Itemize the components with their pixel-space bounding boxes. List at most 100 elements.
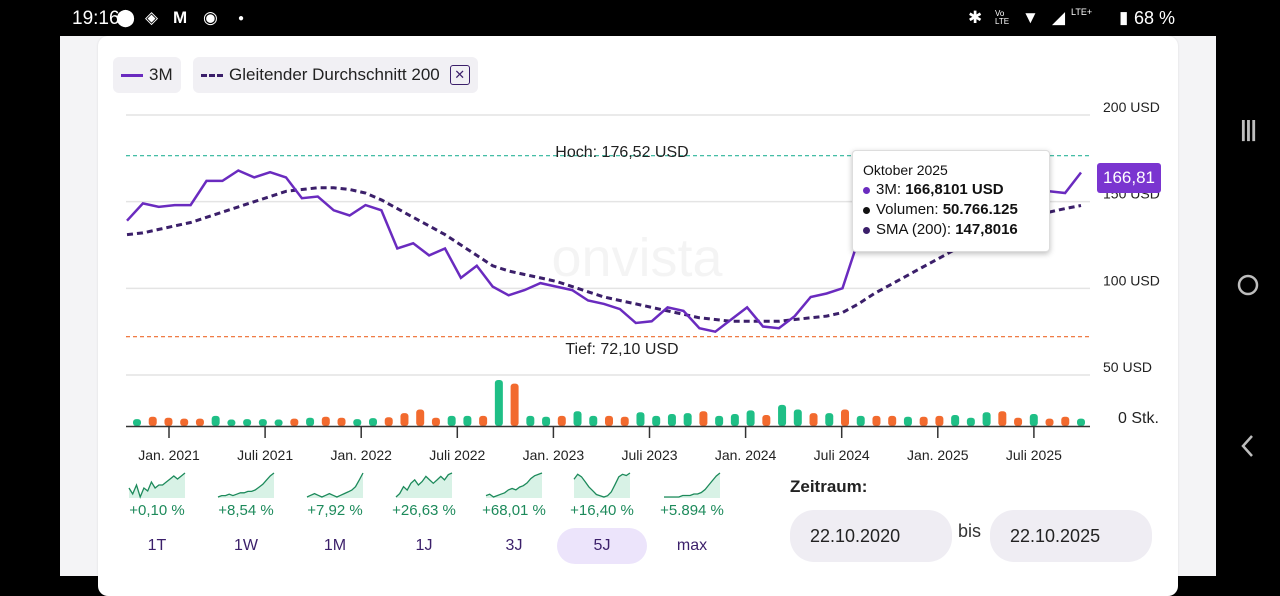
battery-percentage: 68 % [1134, 8, 1176, 28]
x-tick-label: Jan. 2021 [138, 447, 200, 463]
network-type: LTE+ [1071, 7, 1093, 17]
battery-icon: ▮ [1119, 8, 1129, 27]
price-point [301, 197, 303, 199]
legend-label-sma: Gleitender Durchschnitt 200 [229, 65, 440, 84]
price-point [651, 320, 653, 322]
status-time: 19:16 [72, 8, 120, 29]
x-tick-label: Juli 2025 [1006, 447, 1062, 463]
tooltip-row-volume: Volumen: 50.766.125 [863, 201, 1018, 218]
price-point [158, 206, 160, 208]
price-point [778, 327, 780, 329]
chart-card [98, 36, 1178, 596]
bluetooth-icon: ✱ [968, 8, 983, 27]
price-point [539, 282, 541, 284]
close-icon[interactable]: ✕ [449, 65, 470, 85]
low-label: Tief: 72,10 USD [565, 341, 678, 358]
price-point [142, 202, 144, 204]
price-point [348, 214, 350, 216]
price-point [174, 204, 176, 206]
x-tick-label: Juli 2024 [814, 447, 870, 463]
price-point [571, 289, 573, 291]
volume-bar [573, 411, 582, 426]
x-tick-label: Jan. 2025 [907, 447, 969, 463]
range-button-3J[interactable]: 3J [505, 537, 523, 554]
sparkline-area [396, 473, 452, 498]
volume-bar [1014, 417, 1023, 426]
price-point [698, 327, 700, 329]
legend-chip-3m[interactable]: 3M [113, 57, 181, 93]
price-point [1064, 192, 1066, 194]
range-button-1W[interactable]: 1W [234, 537, 258, 554]
range-button-1J[interactable]: 1J [415, 537, 433, 554]
date-from-field[interactable]: 22.10.2020 [790, 510, 952, 562]
price-point [317, 195, 319, 197]
recent-apps-button[interactable]: ||| [1240, 116, 1256, 141]
volume-bar [164, 417, 173, 426]
volume-bar [1029, 414, 1038, 426]
volume-bar [856, 415, 865, 426]
home-icon [1237, 274, 1259, 296]
x-tick-label: Jan. 2024 [715, 447, 777, 463]
price-point [682, 310, 684, 312]
sparkline-area [574, 473, 630, 498]
volume-bar [227, 419, 236, 426]
volume-bar [416, 409, 425, 426]
tooltip-volume-value: 50.766.125 [942, 201, 1018, 218]
volume-bar [274, 419, 283, 426]
volume-bar [888, 415, 897, 426]
bis-label: bis [958, 521, 982, 541]
price-point [444, 247, 446, 249]
volume-bar [762, 414, 771, 426]
price-point [810, 296, 812, 298]
back-button[interactable] [1216, 433, 1280, 464]
volume-bar [306, 417, 315, 426]
price-point [380, 209, 382, 211]
range-change-max: +5.894 % [660, 502, 724, 519]
volume-bar [463, 415, 472, 426]
current-price-badge: 166,81 [1097, 163, 1161, 193]
volume-bar [133, 419, 141, 426]
price-point [269, 171, 271, 173]
volume-bar [290, 418, 299, 426]
bmw-icon: ◉ [203, 8, 218, 27]
range-change-1W: +8,54 % [218, 502, 274, 519]
volume-bar [526, 415, 535, 426]
price-chart[interactable]: onvista Hoch: 176,52 USD Tief: 72,10 USD… [0, 0, 1216, 576]
range-button-max[interactable]: max [676, 537, 708, 554]
price-point [205, 180, 207, 182]
volume-bar [809, 413, 818, 426]
volume-bar [211, 415, 220, 426]
x-tick-label: Juli 2023 [621, 447, 677, 463]
sparkline-line [573, 472, 631, 498]
price-point [762, 325, 764, 327]
volume-bar [494, 380, 503, 426]
tooltip-row-sma: SMA (200): 147,8016 [863, 221, 1018, 238]
chart-tooltip: Oktober 2025 3M: 166,8101 USD Volumen: 5… [852, 150, 1050, 252]
range-button-1T[interactable]: 1T [147, 537, 167, 554]
volume-bar [935, 415, 944, 426]
price-point [523, 289, 525, 291]
price-point [285, 176, 287, 178]
home-button[interactable] [1216, 273, 1280, 302]
sparkline-line [306, 472, 364, 498]
sparkline-line [395, 472, 453, 498]
legend-chip-sma[interactable]: Gleitender Durchschnitt 200 ✕ [193, 57, 478, 93]
x-tick-label: Juli 2021 [237, 447, 293, 463]
date-to-field[interactable]: 22.10.2025 [990, 510, 1152, 562]
volume-bar [636, 412, 645, 426]
price-point [794, 315, 796, 317]
volte-icon: Vo LTE [995, 9, 1010, 26]
price-dot-icon [863, 186, 870, 194]
y-tick-label: 50 USD [1103, 359, 1152, 375]
range-button-5J[interactable]: 5J [557, 528, 647, 564]
volume-bar [966, 417, 975, 426]
tooltip-price-value: 166,8101 USD [905, 181, 1004, 198]
tooltip-row-price: 3M: 166,8101 USD [863, 181, 1004, 198]
price-point [746, 306, 748, 308]
range-button-1M[interactable]: 1M [323, 537, 347, 554]
high-label: Hoch: 176,52 USD [555, 144, 688, 161]
price-point [1080, 171, 1082, 173]
volume-bar [479, 415, 488, 426]
range-change-5J: +16,40 % [570, 502, 634, 519]
volume-bar [667, 414, 676, 426]
